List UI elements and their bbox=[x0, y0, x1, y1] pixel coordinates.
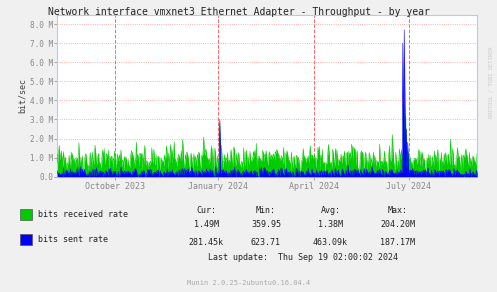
Text: Avg:: Avg: bbox=[321, 206, 340, 215]
Text: 1.38M: 1.38M bbox=[318, 220, 343, 230]
Text: 204.20M: 204.20M bbox=[380, 220, 415, 230]
Text: 463.09k: 463.09k bbox=[313, 238, 348, 247]
Text: Min:: Min: bbox=[256, 206, 276, 215]
Text: Munin 2.0.25-2ubuntu0.16.04.4: Munin 2.0.25-2ubuntu0.16.04.4 bbox=[187, 280, 310, 286]
Text: Max:: Max: bbox=[388, 206, 408, 215]
Text: 187.17M: 187.17M bbox=[380, 238, 415, 247]
Text: 281.45k: 281.45k bbox=[189, 238, 224, 247]
Text: 359.95: 359.95 bbox=[251, 220, 281, 230]
Text: 623.71: 623.71 bbox=[251, 238, 281, 247]
Text: bits received rate: bits received rate bbox=[38, 211, 128, 219]
Text: RRDTOOL / TOBI OETIKER: RRDTOOL / TOBI OETIKER bbox=[489, 46, 494, 117]
Text: Network interface vmxnet3 Ethernet Adapter - Throughput - by year: Network interface vmxnet3 Ethernet Adapt… bbox=[48, 7, 429, 17]
Y-axis label: bit/sec: bit/sec bbox=[18, 78, 27, 113]
Text: Last update:  Thu Sep 19 02:00:02 2024: Last update: Thu Sep 19 02:00:02 2024 bbox=[208, 253, 398, 262]
Text: 1.49M: 1.49M bbox=[194, 220, 219, 230]
Text: bits sent rate: bits sent rate bbox=[38, 235, 108, 244]
Text: Cur:: Cur: bbox=[196, 206, 216, 215]
